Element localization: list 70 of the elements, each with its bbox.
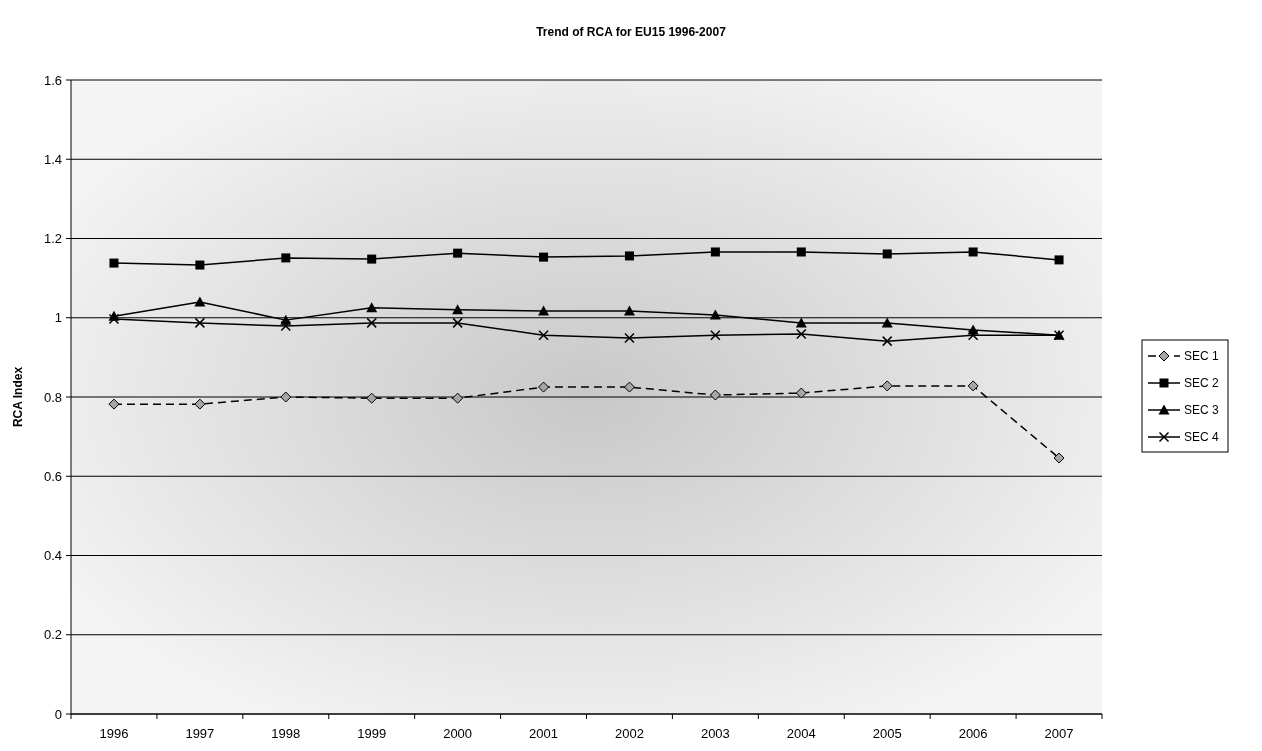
point bbox=[452, 304, 464, 315]
y-tick-label: 1.4 bbox=[43, 151, 62, 167]
legend-label: SEC 4 bbox=[1184, 430, 1220, 445]
point bbox=[367, 254, 377, 264]
x-tick-label: 2007 bbox=[1044, 726, 1074, 741]
point bbox=[709, 309, 721, 320]
point bbox=[453, 248, 463, 258]
point bbox=[624, 251, 634, 261]
point bbox=[109, 258, 119, 268]
legend-label: SEC 3 bbox=[1184, 403, 1220, 418]
point bbox=[968, 247, 978, 257]
x-tick-label: 2003 bbox=[700, 726, 730, 741]
point bbox=[796, 328, 807, 340]
point bbox=[195, 260, 205, 270]
point bbox=[1053, 452, 1065, 464]
point bbox=[194, 317, 206, 329]
point bbox=[108, 313, 120, 325]
y-tick-label: 1 bbox=[54, 310, 62, 326]
y-tick-label: 0.4 bbox=[43, 548, 62, 564]
point bbox=[795, 317, 807, 328]
x-tick-label: 1997 bbox=[185, 726, 215, 741]
legend-label: SEC 1 bbox=[1184, 349, 1220, 364]
point bbox=[881, 317, 893, 328]
point bbox=[366, 392, 378, 404]
point bbox=[280, 391, 292, 403]
point bbox=[538, 381, 550, 393]
x-tick-label: 2001 bbox=[529, 726, 558, 741]
point bbox=[967, 329, 979, 341]
point bbox=[538, 329, 549, 341]
x-tick-label: 1996 bbox=[99, 726, 129, 741]
point bbox=[281, 253, 291, 263]
legend-label: SEC 2 bbox=[1184, 376, 1220, 391]
point bbox=[194, 296, 206, 307]
point bbox=[795, 387, 807, 399]
point bbox=[882, 249, 892, 259]
point bbox=[709, 389, 721, 401]
x-tick-label: 2004 bbox=[786, 726, 816, 741]
point bbox=[539, 252, 549, 262]
point bbox=[623, 381, 635, 393]
point bbox=[710, 329, 721, 341]
point bbox=[967, 380, 979, 392]
y-tick-label: 0.6 bbox=[43, 468, 62, 484]
point bbox=[366, 317, 377, 329]
y-tick-label: 1.6 bbox=[43, 72, 62, 88]
y-tick-label: 0.8 bbox=[43, 389, 62, 405]
y-axis-title: RCA Index bbox=[11, 366, 25, 428]
point bbox=[452, 317, 463, 329]
point bbox=[881, 380, 893, 392]
x-tick-label: 2005 bbox=[872, 726, 902, 741]
point bbox=[194, 398, 206, 410]
y-tick-label: 0 bbox=[54, 706, 62, 722]
x-tick-label: 2002 bbox=[615, 726, 644, 741]
x-tick-label: 1998 bbox=[271, 726, 301, 741]
point bbox=[366, 302, 378, 313]
point bbox=[108, 398, 120, 410]
x-tick-label: 1999 bbox=[357, 726, 387, 741]
x-tick-label: 2006 bbox=[958, 726, 988, 741]
point bbox=[538, 305, 550, 316]
point bbox=[280, 320, 292, 332]
x-tick-label: 2000 bbox=[443, 726, 473, 741]
point bbox=[624, 332, 635, 344]
point bbox=[881, 335, 893, 347]
point bbox=[1054, 255, 1064, 265]
y-tick-label: 0.2 bbox=[43, 627, 62, 643]
point bbox=[796, 247, 806, 257]
point bbox=[452, 392, 464, 404]
point bbox=[623, 305, 635, 316]
point bbox=[710, 247, 720, 257]
y-tick-label: 1.2 bbox=[43, 231, 62, 247]
chart-title: Trend of RCA for EU15 1996-2007 bbox=[536, 25, 727, 39]
